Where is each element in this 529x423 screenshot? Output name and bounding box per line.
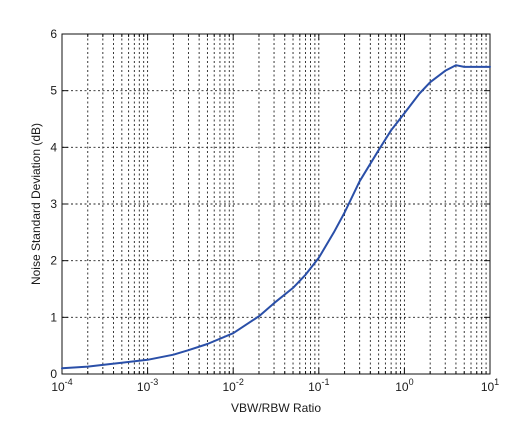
y-axis-label: Noise Standard Deviation (dB) [29, 123, 43, 285]
y-tick-label: 3 [50, 197, 57, 211]
series-line [61, 64, 491, 370]
y-tick-label: 2 [50, 254, 57, 268]
x-tick-label: 10-1 [308, 377, 329, 394]
grid-lines [62, 34, 490, 374]
x-tick-label: 101 [481, 377, 499, 394]
y-tick-label: 6 [50, 27, 57, 41]
axis-ticks [61, 33, 490, 375]
x-tick-label: 10-4 [51, 377, 72, 394]
x-tick-label: 10-2 [223, 377, 244, 394]
x-tick-label: 100 [395, 377, 413, 394]
x-tick-label: 10-3 [137, 377, 158, 394]
y-tick-label: 5 [50, 84, 57, 98]
data-series [61, 64, 491, 370]
y-tick-label: 1 [50, 310, 57, 324]
x-axis-label: VBW/RBW Ratio [231, 401, 321, 415]
y-tick-label: 4 [50, 140, 57, 154]
tick-labels: 0 1 2 3 4 5 6 10-4 10-3 10-2 10-1 100 101 [50, 27, 499, 394]
y-tick-label: 0 [50, 367, 57, 381]
